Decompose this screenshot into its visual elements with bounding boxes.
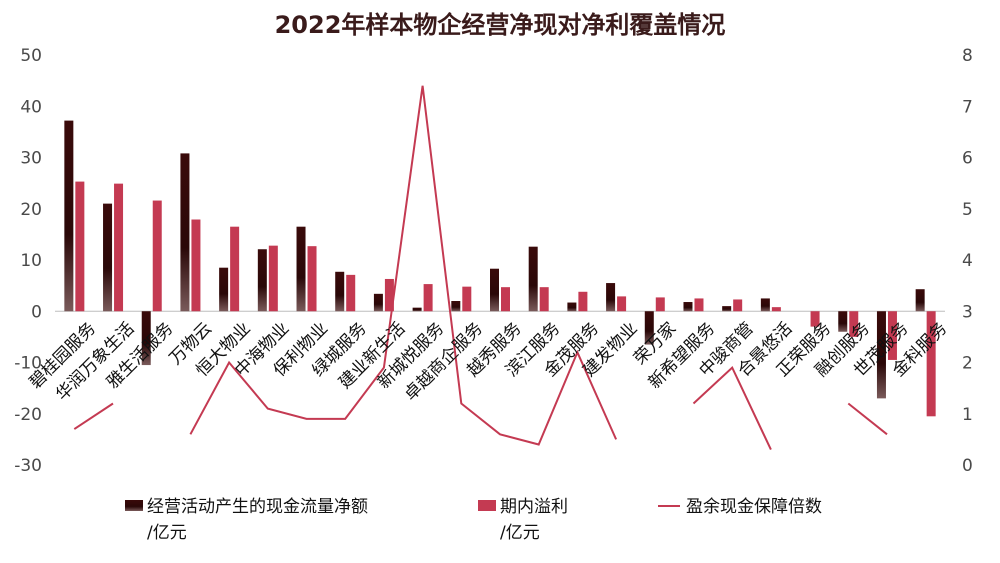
right-tick-label: 5 xyxy=(962,200,973,220)
cashflow-bar xyxy=(722,306,732,312)
profit-bar xyxy=(694,298,704,312)
cashflow-bar xyxy=(335,271,345,312)
profit-bar xyxy=(617,296,627,312)
right-tick-label: 2 xyxy=(962,354,973,374)
legend-label-unit: /亿元 xyxy=(147,523,187,543)
profit-bar xyxy=(268,245,278,312)
left-tick-label: -20 xyxy=(14,405,42,425)
right-tick-label: 8 xyxy=(962,46,973,66)
cashflow-bar xyxy=(760,298,770,312)
legend-swatch xyxy=(478,500,496,511)
right-tick-label: 1 xyxy=(962,405,973,425)
legend-label: 盈余现金保障倍数 xyxy=(686,497,822,517)
cashflow-bar xyxy=(876,311,886,399)
profit-bar xyxy=(501,287,510,312)
profit-bar xyxy=(578,291,588,312)
profit-bar xyxy=(346,274,356,312)
profit-bar xyxy=(230,226,240,312)
profit-bar xyxy=(539,287,549,312)
cashflow-bar xyxy=(838,311,848,332)
cashflow-bar xyxy=(567,302,577,312)
cashflow-bar xyxy=(412,307,422,312)
left-tick-label: 0 xyxy=(31,302,42,322)
profit-bar xyxy=(926,311,936,417)
cashflow-bar xyxy=(528,246,538,312)
right-tick-label: 3 xyxy=(962,302,973,322)
profit-bar xyxy=(191,219,201,312)
cashflow-bar xyxy=(644,311,654,345)
cashflow-bar xyxy=(103,203,113,312)
left-tick-label: -10 xyxy=(14,354,42,374)
cashflow-bar xyxy=(64,120,74,312)
cashflow-bar xyxy=(683,302,693,312)
cashflow-bar xyxy=(257,249,267,312)
cashflow-bar xyxy=(180,153,190,312)
profit-bar xyxy=(152,200,162,312)
profit-bar xyxy=(114,183,124,312)
profit-bar xyxy=(307,246,317,312)
right-tick-label: 6 xyxy=(962,149,973,169)
cashflow-bar xyxy=(296,226,306,312)
profit-bar xyxy=(75,181,85,312)
profit-bar xyxy=(462,286,472,312)
left-tick-label: 50 xyxy=(20,46,42,66)
cashflow-bar xyxy=(606,283,616,312)
profit-bar xyxy=(655,297,665,312)
legend-swatch xyxy=(125,500,143,511)
legend-label-unit: /亿元 xyxy=(500,523,540,543)
cashflow-bar xyxy=(219,267,229,312)
profit-bar xyxy=(810,311,820,327)
right-tick-label: 4 xyxy=(962,251,973,271)
left-tick-label: -30 xyxy=(14,456,42,476)
coverage-ratio-line xyxy=(692,365,772,451)
legend-label: 期内溢利 xyxy=(500,497,568,517)
coverage-ratio-line xyxy=(73,402,114,430)
profit-bar xyxy=(733,299,743,312)
right-tick-label: 7 xyxy=(962,97,973,117)
profit-bar xyxy=(423,284,433,312)
coverage-ratio-line xyxy=(189,85,618,446)
cashflow-bar xyxy=(451,301,461,312)
cashflow-bar xyxy=(141,311,151,366)
profit-bar xyxy=(384,278,394,312)
right-tick-label: 0 xyxy=(962,456,973,476)
cashflow-bar xyxy=(373,293,383,312)
left-tick-label: 40 xyxy=(20,97,42,117)
cashflow-bar xyxy=(915,289,925,312)
legend-label: 经营活动产生的现金流量净额 xyxy=(147,497,368,517)
left-tick-label: 10 xyxy=(20,251,42,271)
coverage-ratio-line xyxy=(847,402,888,436)
profit-bar xyxy=(771,307,781,312)
profit-bar xyxy=(887,311,897,360)
profit-bar xyxy=(849,311,859,337)
left-tick-label: 30 xyxy=(20,149,42,169)
left-tick-label: 20 xyxy=(20,200,42,220)
cashflow-bar xyxy=(490,268,499,312)
chart-title: 2022年样本物企经营净现对净利覆盖情况 xyxy=(275,11,726,39)
